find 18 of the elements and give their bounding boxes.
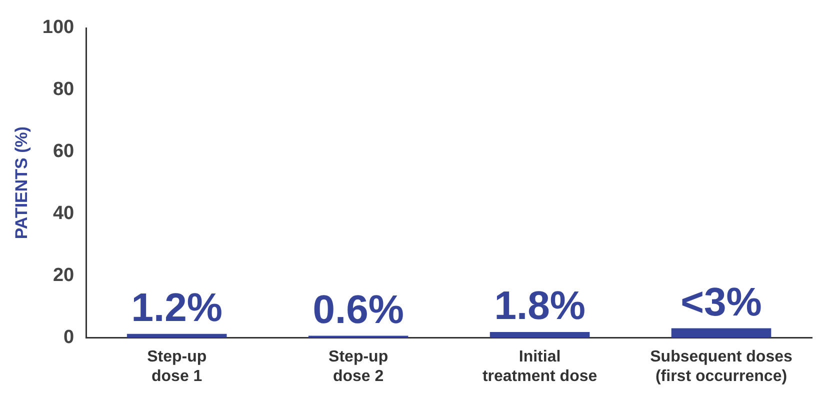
x-tick-label: Initial treatment dose — [482, 348, 598, 385]
data-label: <3% — [680, 280, 762, 324]
y-tick-label: 100 — [42, 17, 74, 38]
data-label: 1.2% — [131, 286, 222, 330]
y-axis-title: PATIENTS (%) — [12, 126, 31, 240]
bar — [490, 332, 590, 338]
x-tick-label: Step-up dose 2 — [328, 348, 388, 385]
bar — [671, 328, 772, 338]
y-tick-label: 0 — [64, 326, 74, 348]
y-tick-label: 40 — [52, 202, 74, 224]
y-tick-label: 80 — [52, 79, 74, 100]
data-label: 0.6% — [312, 288, 404, 332]
y-tick-label: 60 — [52, 141, 74, 162]
bar — [126, 334, 227, 338]
data-label: 1.8% — [494, 284, 586, 328]
y-tick-label: 20 — [52, 264, 74, 286]
x-tick-label: Subsequent doses (first occurrence) — [650, 348, 792, 385]
x-tick-label: Step-up dose 1 — [147, 348, 207, 385]
